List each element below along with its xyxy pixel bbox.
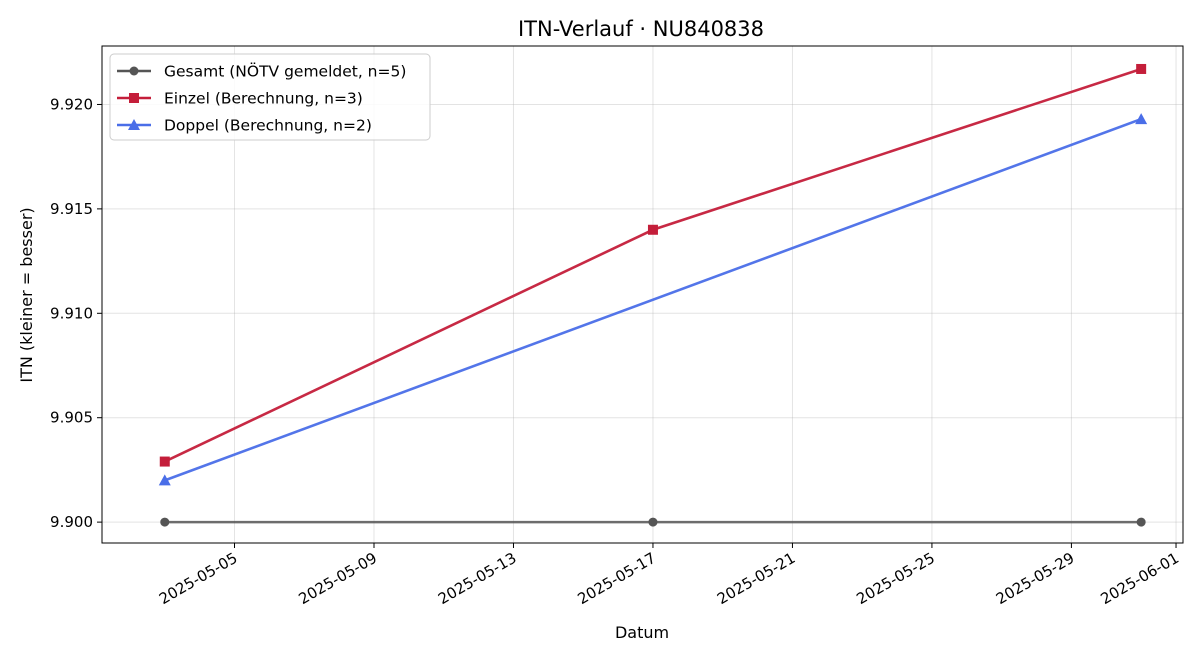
data-point <box>160 517 170 527</box>
data-point <box>647 224 658 235</box>
x-tick-label: 2025-05-13 <box>435 549 520 608</box>
legend-label: Gesamt (NÖTV gemeldet, n=5) <box>164 62 406 81</box>
x-tick-label: 2025-05-25 <box>853 549 938 608</box>
legend-item: Einzel (Berechnung, n=3) <box>117 90 363 108</box>
legend-label: Doppel (Berechnung, n=2) <box>164 117 372 135</box>
x-tick-label: 2025-05-21 <box>714 549 799 608</box>
data-point <box>648 517 658 527</box>
y-axis: 9.900 9.905 9.910 9.915 9.920 <box>50 95 102 531</box>
x-axis: 2025-05-05 2025-05-09 2025-05-13 2025-05-17… <box>156 543 1182 608</box>
x-tick-label: 2025-05-17 <box>574 549 659 608</box>
y-tick-label: 9.915 <box>50 200 93 218</box>
legend-item: Doppel (Berechnung, n=2) <box>117 117 372 135</box>
legend: Gesamt (NÖTV gemeldet, n=5) Einzel (Berec… <box>109 53 431 141</box>
y-tick-label: 9.900 <box>50 513 93 531</box>
y-axis-label: ITN (kleiner = besser) <box>17 207 36 382</box>
x-tick-label: 2025-06-01 <box>1098 549 1183 608</box>
legend-swatch-marker <box>128 119 140 130</box>
data-point <box>1136 517 1146 527</box>
series-square <box>159 63 1147 467</box>
x-tick-label: 2025-05-29 <box>993 549 1078 608</box>
y-tick-label: 9.905 <box>50 409 93 427</box>
x-tick-label: 2025-05-05 <box>156 549 241 608</box>
legend-label: Einzel (Berechnung, n=3) <box>164 90 363 108</box>
x-axis-label: Datum <box>615 623 669 642</box>
series-circle <box>160 517 1146 527</box>
legend-item: Gesamt (NÖTV gemeldet, n=5) <box>117 62 406 81</box>
data-point <box>1135 113 1148 125</box>
plot-frame <box>101 45 1184 544</box>
y-tick-label: 9.910 <box>50 304 93 322</box>
series-triangle <box>158 113 1148 486</box>
legend-box <box>109 53 431 141</box>
y-tick-label: 9.920 <box>50 95 93 113</box>
series-layer <box>158 63 1148 527</box>
legend-swatch-marker <box>129 66 139 76</box>
data-point <box>1136 63 1147 74</box>
data-point <box>158 474 171 486</box>
x-tick-label: 2025-05-09 <box>295 549 380 608</box>
data-point <box>159 456 170 467</box>
series-line <box>164 117 1142 482</box>
chart-title: ITN-Verlauf · NU840838 <box>518 17 764 41</box>
legend-swatch-marker <box>129 93 139 103</box>
